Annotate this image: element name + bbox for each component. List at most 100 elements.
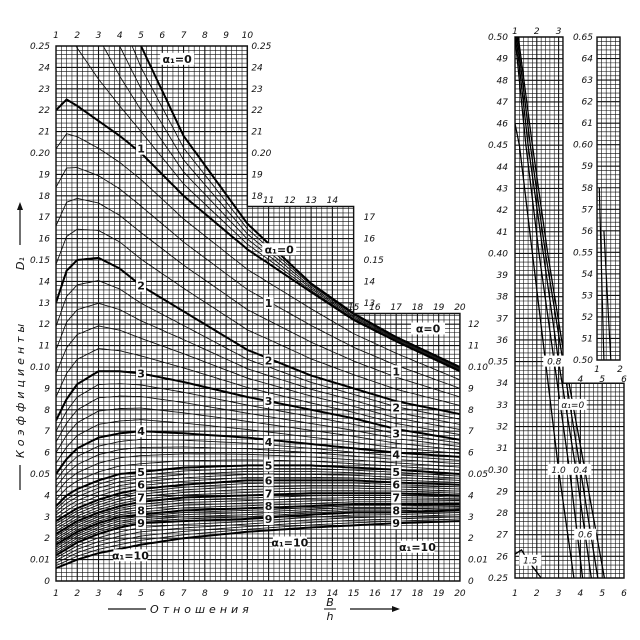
right-curve-label: 0.8 (547, 358, 562, 368)
y-tick-label: 0.25 (488, 574, 508, 584)
x-tick-label: 5 (599, 375, 605, 385)
x-tick-label: 14 (327, 196, 339, 206)
intermediate-curve (56, 325, 460, 430)
curve-series-3 (56, 370, 460, 441)
intermediate-curve (56, 348, 460, 436)
y-tick-label: 0.10 (468, 363, 488, 373)
y-tick-label: 58 (582, 184, 594, 194)
y-tick-label: 27 (497, 531, 509, 541)
intermediate-curve (56, 476, 460, 519)
x-tick-label: 1 (512, 589, 518, 599)
y-tick-label: 63 (582, 76, 594, 86)
right-curve-label: 0.6 (578, 531, 593, 541)
intermediate-curve (56, 46, 460, 371)
y-tick-label: 43 (497, 184, 509, 194)
curve-label: 4 (265, 436, 273, 449)
y-tick-label: 56 (582, 227, 594, 237)
curve-label: 6 (392, 479, 400, 492)
intermediate-curve (56, 514, 460, 561)
curve-label-bg (391, 478, 402, 491)
y-tick-label: 52 (582, 313, 594, 323)
curve-series-0 (140, 46, 460, 368)
y-tick-label: 13 (364, 299, 376, 309)
arrow-icon (17, 202, 23, 210)
curve-label: 8 (392, 504, 400, 517)
curve-label-bg (136, 425, 147, 438)
y-tick-label: 51 (582, 334, 593, 344)
x-tick-label: 10 (242, 31, 254, 41)
y-tick-label: 3 (44, 513, 50, 523)
curve-label: 4 (392, 449, 400, 462)
intermediate-curve (56, 407, 460, 453)
x-tick-label: 13 (305, 196, 317, 206)
y-tick-label: 0.20 (30, 149, 50, 159)
y-tick-label: 36 (497, 336, 509, 346)
y-tick-label: 23 (251, 85, 263, 95)
y-tick-label: 37 (497, 314, 509, 324)
y-tick-label: 29 (497, 487, 509, 497)
curve-label-bg (391, 448, 402, 461)
intermediate-curve (56, 197, 460, 398)
intermediate-curve (56, 501, 460, 543)
y-tick-label: 22 (251, 106, 263, 116)
curve-label: 1 (137, 143, 145, 156)
y-axis-label: Коэффициенты (14, 320, 27, 458)
x-tick-label: 18 (412, 303, 424, 313)
curve-label: 3 (265, 395, 273, 408)
x-tick-label: 18 (412, 589, 424, 599)
y-tick-label: 22 (39, 106, 51, 116)
curve-label: 3 (392, 427, 400, 440)
y-tick-label: 9 (44, 384, 50, 394)
curve-label-bg (400, 540, 435, 553)
y-tick-label: 18 (39, 192, 51, 202)
y-axis-title: Коэффициенты D₁ (14, 202, 27, 490)
curve-label: 5 (392, 466, 400, 479)
curve-series-8 (56, 503, 460, 546)
x-tick-label: 9 (223, 31, 229, 41)
y-tick-label: 9 (468, 384, 474, 394)
intermediate-curve (56, 383, 460, 444)
curve-label-bg (113, 549, 148, 562)
curve-label-bg (263, 459, 274, 472)
y-tick-label: 8 (468, 406, 474, 416)
x-tick-label: 2 (74, 31, 80, 41)
intermediate-curve (56, 446, 460, 488)
y-tick-label: 13 (39, 299, 51, 309)
x-tick-label: 1 (512, 27, 518, 37)
right-curves-lower (515, 37, 606, 578)
intermediate-curve (56, 167, 460, 389)
y-tick-label: 21 (251, 128, 262, 138)
curve-label-bg (263, 395, 274, 408)
x-tick-label: 13 (305, 589, 317, 599)
intermediate-curve (56, 485, 460, 527)
curve-series-10 (56, 520, 460, 570)
curve-series-7 (56, 492, 460, 535)
y-tick-label: 24 (251, 63, 263, 73)
right-curve-label: α₁=0 (561, 401, 584, 411)
y-tick-label: 0.55 (573, 248, 593, 258)
curve-label: α₁=10 (271, 536, 308, 549)
curve-label-bg (136, 504, 147, 517)
right-curve-series-2 (515, 37, 592, 578)
right-curve-label: 0.4 (573, 466, 588, 476)
y-tick-label: 17 (364, 213, 376, 223)
curve-label-bg (160, 52, 195, 65)
y-tick-label: 0.05 (468, 470, 488, 480)
y-tick-label: 11 (468, 342, 479, 352)
intermediate-curve (56, 280, 460, 420)
curve-label: 3 (137, 367, 145, 380)
column-curve (603, 230, 612, 361)
curve-label: 9 (392, 517, 400, 530)
y-tick-label: 6 (468, 449, 474, 459)
curve-label-bg (391, 504, 402, 517)
x-tick-label: 16 (369, 589, 381, 599)
intermediate-curve (56, 473, 460, 516)
curve-label-bg (391, 465, 402, 478)
y-tick-label: 4 (468, 491, 474, 501)
column-curve (598, 187, 605, 361)
y-tick-label: 0.05 (30, 470, 50, 480)
curve-label-bg (391, 365, 402, 378)
curve-label: 6 (137, 479, 145, 492)
